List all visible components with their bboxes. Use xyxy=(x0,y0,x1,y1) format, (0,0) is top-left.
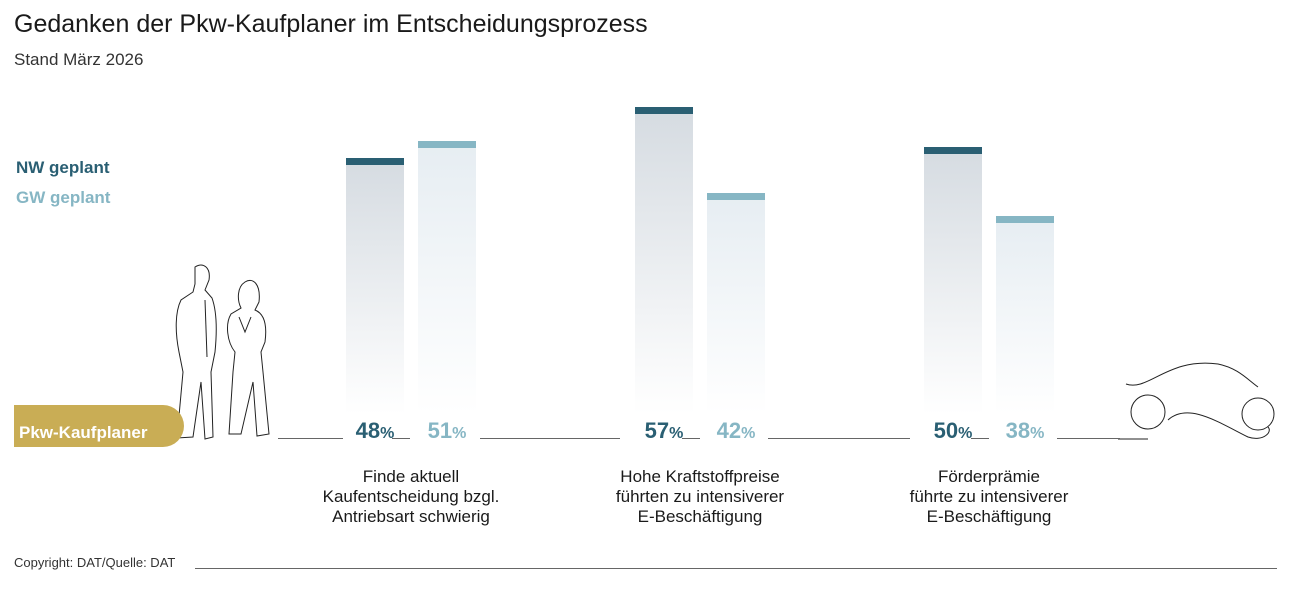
value-label-gw: 38% xyxy=(989,418,1061,444)
bar-cap xyxy=(346,158,404,166)
bar-gw xyxy=(707,192,765,414)
bar-cap xyxy=(924,147,982,154)
value-unit: % xyxy=(669,425,684,442)
value-label-nw: 50% xyxy=(917,418,989,444)
copyright: Copyright: DAT/Quelle: DAT xyxy=(14,555,176,570)
category-label-line: E-Beschäftigung xyxy=(926,507,1052,526)
value-label-gw: 51% xyxy=(411,418,483,444)
value-number: 42 xyxy=(716,418,742,443)
legend-gw: GW geplant xyxy=(16,188,111,207)
pkw-kaufplaner-label: Pkw-Kaufplaner xyxy=(14,405,184,447)
bar-cap xyxy=(707,192,765,200)
chart-title: Gedanken der Pkw-Kaufplaner im Entscheid… xyxy=(14,10,648,38)
value-number: 48 xyxy=(355,418,381,443)
value-unit: % xyxy=(1030,425,1045,442)
people-illustration-icon xyxy=(175,264,270,440)
category-label-line: führte zu intensiverer xyxy=(909,487,1069,506)
value-label-nw: 48% xyxy=(339,418,411,444)
category-label-line: Hohe Kraftstoffpreise xyxy=(620,467,780,486)
category-label-line: führten zu intensiverer xyxy=(615,487,785,506)
bar-gw xyxy=(418,141,476,414)
baseline-segment xyxy=(971,438,989,439)
legend-nw: NW geplant xyxy=(16,158,110,177)
baseline-segment xyxy=(1057,438,1120,439)
value-unit: % xyxy=(380,425,395,442)
baseline-segment xyxy=(768,438,910,439)
category-label: Förderprämie führte zu intensiverer E-Besc… xyxy=(869,467,1109,527)
value-unit: % xyxy=(741,425,756,442)
value-label-nw: 57% xyxy=(628,418,700,444)
value-unit: % xyxy=(452,425,467,442)
category-label-line: E-Beschäftigung xyxy=(637,507,763,526)
category-label: Hohe Kraftstoffpreise führten zu intensiv… xyxy=(580,467,820,527)
baseline-segment xyxy=(682,438,700,439)
bar-cap xyxy=(418,141,476,149)
bar-cap xyxy=(996,215,1054,223)
value-number: 38 xyxy=(1005,418,1031,443)
car-illustration-icon xyxy=(1118,362,1275,440)
value-number: 51 xyxy=(427,418,453,443)
bar-cap xyxy=(635,106,693,114)
bar-gw xyxy=(996,215,1054,414)
bar-nw xyxy=(346,158,404,414)
footer-divider xyxy=(195,568,1277,569)
value-number: 50 xyxy=(933,418,959,443)
category-label-line: Finde aktuell xyxy=(362,467,460,486)
baseline-segment xyxy=(480,438,620,439)
value-unit: % xyxy=(958,425,973,442)
value-number: 57 xyxy=(644,418,670,443)
category-label-line: Förderprämie xyxy=(937,467,1041,486)
bar-nw xyxy=(635,106,693,414)
bar-nw xyxy=(924,147,982,414)
category-label: Finde aktuell Kaufentscheidung bzgl. Antri… xyxy=(291,467,531,527)
value-label-gw: 42% xyxy=(700,418,772,444)
baseline-segment xyxy=(278,438,343,439)
category-label-line: Kaufentscheidung bzgl. xyxy=(322,487,500,506)
category-label-line: Antriebsart schwierig xyxy=(332,507,490,526)
baseline-segment xyxy=(392,438,410,439)
chart-subtitle: Stand März 2026 xyxy=(14,50,144,69)
